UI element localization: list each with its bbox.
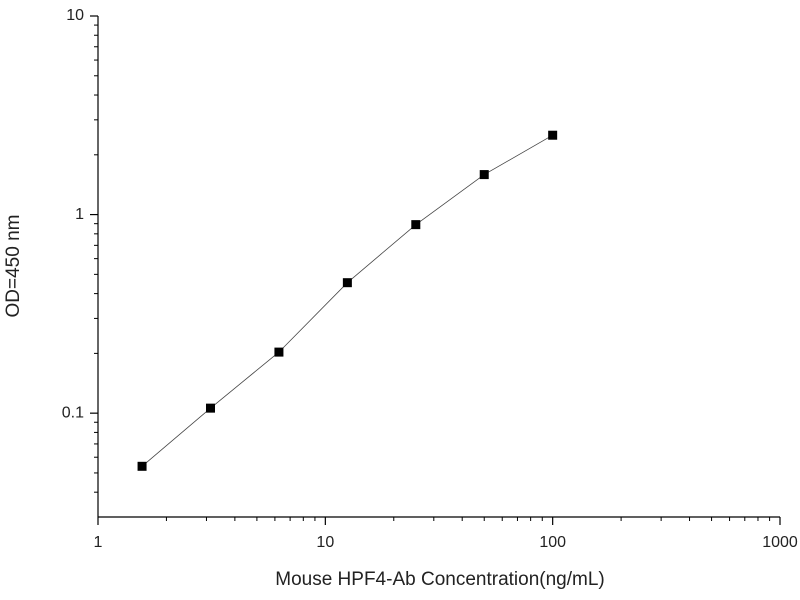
data-point (274, 347, 284, 357)
data-point (342, 278, 352, 288)
y-axis-title: OD=450 nm (3, 215, 24, 318)
data-point (137, 461, 147, 471)
data-point (548, 130, 558, 140)
y-tick-label: 1 (75, 206, 84, 223)
y-tick-label: 0.1 (62, 404, 84, 421)
x-axis-title: Mouse HPF4-Ab Concentration(ng/mL) (275, 569, 604, 590)
x-tick-label: 1 (94, 534, 103, 551)
x-tick-label: 100 (539, 534, 566, 551)
y-tick-label: 10 (66, 7, 84, 24)
data-point (411, 220, 421, 230)
x-tick-label: 10 (316, 534, 334, 551)
x-tick-label: 1000 (762, 534, 798, 551)
data-point (205, 403, 215, 413)
data-point (479, 170, 489, 180)
